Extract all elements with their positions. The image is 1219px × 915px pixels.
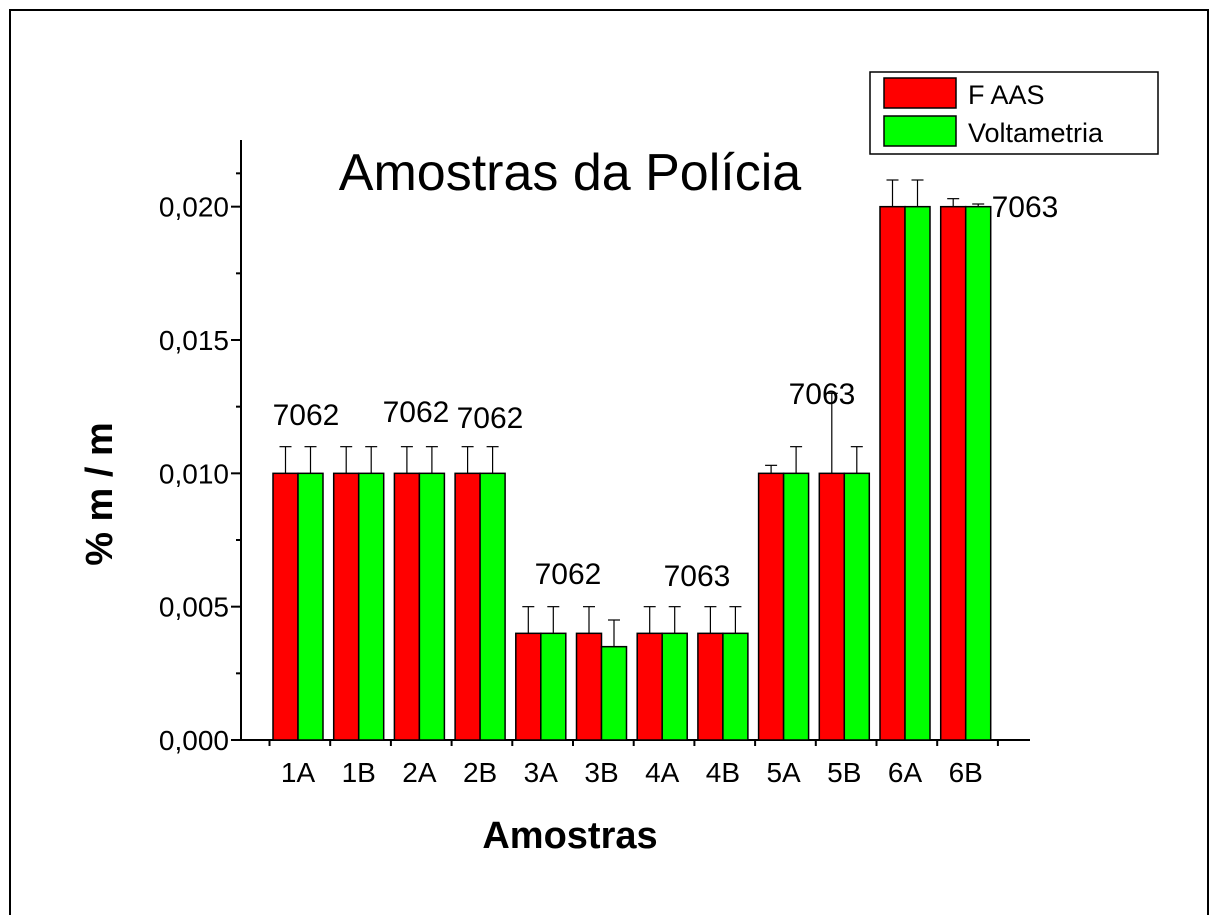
bar: [393, 472, 421, 741]
y-tick-label: 0,000: [159, 725, 229, 756]
annotation: 7063: [789, 378, 856, 411]
x-tick-label: 2B: [463, 757, 497, 788]
bar: [418, 472, 446, 741]
bar: [272, 472, 299, 741]
bar: [479, 472, 506, 741]
chart-title: Amostras da Polícia: [339, 144, 801, 202]
bar: [661, 632, 688, 741]
legend-label: Voltametria: [968, 118, 1104, 148]
bar: [697, 632, 724, 741]
annotation: 7062: [457, 402, 524, 435]
bar: [843, 472, 871, 741]
bar: [515, 632, 542, 741]
bar: [722, 632, 749, 741]
y-tick-label: 0,020: [159, 192, 229, 223]
x-tick-label: 1A: [281, 757, 316, 788]
bar: [964, 205, 992, 741]
y-tick-label: 0,010: [159, 458, 229, 489]
x-tick-label: 3A: [524, 757, 559, 788]
legend-swatch: [883, 77, 957, 109]
bar: [939, 205, 967, 741]
x-tick-label: 4B: [706, 757, 740, 788]
bar: [879, 205, 906, 741]
x-tick-label: 1B: [342, 757, 376, 788]
bar: [757, 472, 785, 741]
x-tick-label: 6B: [949, 757, 983, 788]
bar: [540, 632, 567, 741]
annotation: 7062: [273, 399, 340, 432]
x-tick-label: 5A: [766, 757, 801, 788]
annotation: 7063: [992, 191, 1059, 224]
y-axis-label: % m / m: [79, 422, 121, 566]
x-tick-label: 2A: [402, 757, 437, 788]
legend-label: F AAS: [968, 80, 1045, 110]
bar: [575, 632, 603, 741]
x-axis-label: Amostras: [482, 815, 657, 857]
bar: [332, 472, 360, 741]
bar: [357, 472, 385, 741]
y-tick-label: 0,015: [159, 325, 229, 356]
bar: [297, 472, 324, 741]
x-tick-label: 6A: [888, 757, 923, 788]
x-tick-label: 4A: [645, 757, 680, 788]
bar: [782, 472, 810, 741]
bar: [904, 205, 931, 741]
bar: [454, 472, 481, 741]
x-tick-label: 5B: [827, 757, 861, 788]
legend-swatch: [883, 115, 957, 147]
frame: [9, 9, 1209, 915]
annotation: 7062: [535, 558, 602, 591]
x-tick-label: 3B: [584, 757, 618, 788]
annotation: 7062: [383, 396, 450, 429]
y-tick-label: 0,005: [159, 592, 229, 623]
bar: [600, 645, 628, 741]
annotation: 7063: [664, 560, 731, 593]
bar: [636, 632, 663, 741]
bar: [818, 472, 846, 741]
